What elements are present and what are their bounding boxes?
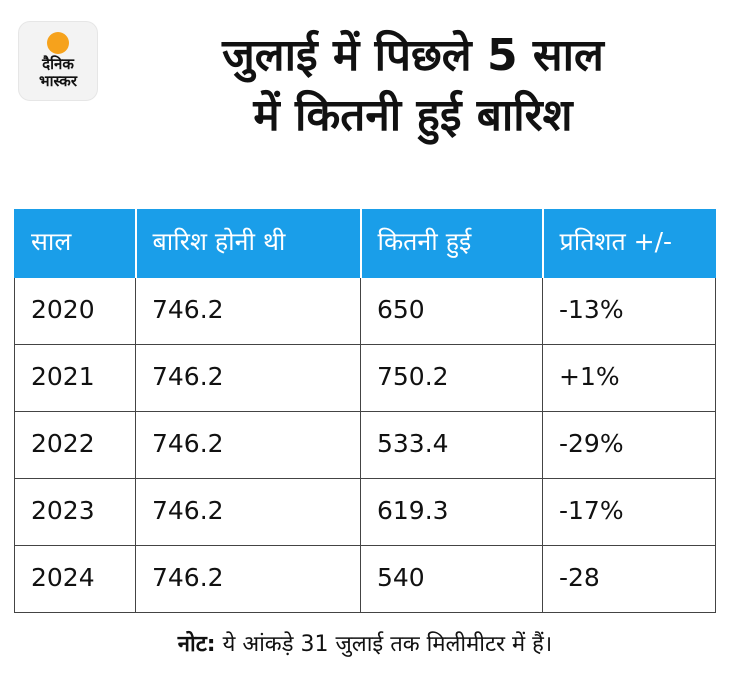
cell-percent: -13% [542, 277, 716, 345]
cell-expected: 746.2 [135, 411, 361, 479]
title-line2: में कितनी हुई बारिश [253, 90, 573, 141]
header-expected-rain: बारिश होनी थी [134, 209, 361, 278]
cell-expected: 746.2 [135, 478, 361, 546]
cell-actual: 533.4 [360, 411, 543, 479]
rainfall-table: साल बारिश होनी थी कितनी हुई प्रतिशत +/- … [14, 209, 716, 613]
cell-percent: +1% [542, 344, 716, 412]
footnote-label: नोट: [177, 632, 216, 657]
logo-text-line2: भास्कर [39, 72, 77, 90]
cell-expected: 746.2 [135, 344, 361, 412]
cell-year: 2024 [14, 545, 136, 613]
table-row: 2021 746.2 750.2 +1% [14, 344, 716, 412]
cell-actual: 619.3 [360, 478, 543, 546]
header-actual-rain: कितनी हुई [359, 209, 543, 278]
cell-percent: -17% [542, 478, 716, 546]
table-row: 2022 746.2 533.4 -29% [14, 411, 716, 479]
cell-percent: -29% [542, 411, 716, 479]
cell-actual: 540 [360, 545, 543, 613]
cell-expected: 746.2 [135, 545, 361, 613]
cell-actual: 750.2 [360, 344, 543, 412]
cell-expected: 746.2 [135, 277, 361, 345]
dainik-bhaskar-logo: दैनिक भास्कर [18, 21, 98, 101]
footnote-text: ये आंकड़े 31 जुलाई तक मिलीमीटर में हैं। [215, 632, 553, 657]
cell-year: 2021 [14, 344, 136, 412]
title-line1: जुलाई में पिछले 5 साल [222, 30, 604, 81]
table-header-row: साल बारिश होनी थी कितनी हुई प्रतिशत +/- [14, 209, 716, 278]
cell-year: 2023 [14, 478, 136, 546]
logo-text-line1: दैनिक [42, 55, 74, 73]
header-percent-change: प्रतिशत +/- [541, 209, 716, 278]
table-row: 2020 746.2 650 -13% [14, 277, 716, 345]
header-year: साल [14, 209, 136, 278]
cell-year: 2020 [14, 277, 136, 345]
table-row: 2024 746.2 540 -28 [14, 545, 716, 613]
footnote: नोट: ये आंकड़े 31 जुलाई तक मिलीमीटर में … [0, 630, 730, 660]
page-title: जुलाई में पिछले 5 साल में कितनी हुई बारि… [106, 26, 720, 146]
cell-actual: 650 [360, 277, 543, 345]
sun-icon [47, 32, 69, 54]
cell-percent: -28 [542, 545, 716, 613]
cell-year: 2022 [14, 411, 136, 479]
table-row: 2023 746.2 619.3 -17% [14, 478, 716, 546]
